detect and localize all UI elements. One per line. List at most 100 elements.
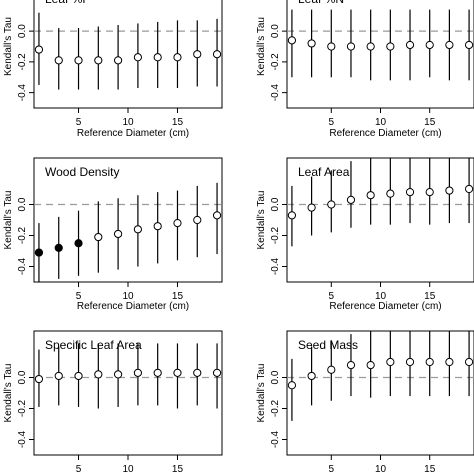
data-point (366, 191, 375, 200)
panel-title: Leaf %P (45, 0, 90, 6)
x-tick-label: 5 (76, 464, 82, 474)
x-tick-label: 15 (424, 464, 436, 474)
x-tick-label: 15 (424, 117, 436, 128)
x-tick-label: 15 (424, 291, 436, 302)
panel-1: 0.0 -0.2 -0.4 5 10 15 Kendall's Tau Reference D… (3, 0, 223, 139)
y-tick-label: -0.4 (17, 430, 28, 448)
y-tick-label: -0.2 (270, 399, 281, 417)
panel-title: Wood Density (45, 165, 119, 179)
data-point (212, 211, 222, 220)
y-tick-label: -0.4 (270, 84, 281, 102)
data-point (287, 211, 297, 220)
y-axis-label: Kendall's Tau (3, 191, 14, 250)
x-axis-label: Reference Diameter (cm) (77, 301, 189, 312)
data-point (54, 56, 63, 65)
data-point (133, 368, 142, 377)
data-point (425, 188, 434, 197)
x-tick-label: 10 (122, 464, 134, 474)
data-point (153, 368, 162, 377)
y-tick-label: -0.4 (17, 257, 28, 275)
y-tick-label: 0.0 (17, 370, 28, 384)
data-point (346, 195, 356, 204)
x-tick-label: 5 (329, 464, 335, 474)
y-tick-label: -0.2 (17, 399, 28, 417)
data-point (386, 357, 395, 367)
y-tick-label: 0.0 (17, 24, 28, 38)
data-point (94, 56, 103, 65)
y-tick-label: 0.0 (17, 197, 28, 211)
panel-title: Specific Leaf Area (45, 338, 142, 352)
data-point-significant (74, 239, 83, 248)
data-point (193, 368, 202, 377)
data-point (445, 186, 454, 195)
y-tick-label: -0.2 (270, 226, 281, 244)
x-tick-label: 15 (172, 291, 184, 302)
data-point (445, 40, 454, 50)
data-point (405, 40, 415, 50)
data-point-significant (54, 243, 63, 252)
x-tick-label: 15 (172, 117, 184, 128)
data-point (386, 189, 395, 198)
data-point (425, 357, 434, 367)
y-axis-label: Kendall's Tau (3, 17, 14, 76)
panel-title: Leaf %N (298, 0, 344, 6)
data-point (366, 361, 375, 370)
y-tick-label: -0.2 (270, 53, 281, 71)
plot-frame (286, 0, 474, 109)
data-point (74, 371, 83, 381)
data-point (173, 53, 182, 62)
data-point (327, 42, 336, 51)
y-tick-label: -0.4 (17, 84, 28, 102)
x-axis-label: Reference Diameter (cm) (329, 301, 441, 312)
y-tick-label: -0.4 (270, 257, 281, 275)
data-point (386, 42, 395, 51)
panel-2: 0.0 -0.2 -0.4 5 10 15 Kendall's Tau Reference D… (256, 0, 474, 139)
data-point (346, 42, 356, 51)
y-tick-label: -0.4 (270, 430, 281, 448)
data-point (307, 203, 316, 212)
data-point (445, 357, 454, 367)
x-tick-label: 10 (122, 117, 134, 128)
data-point (133, 225, 142, 234)
data-point (405, 357, 415, 367)
data-point (425, 40, 434, 50)
data-point (34, 374, 44, 384)
data-point (327, 200, 336, 209)
x-tick-label: 10 (375, 291, 387, 302)
y-tick-label: -0.2 (17, 53, 28, 71)
data-point (193, 215, 202, 225)
data-point (287, 381, 297, 390)
data-point (327, 365, 336, 374)
data-point (94, 232, 103, 242)
data-point (307, 39, 316, 48)
x-axis-label: Reference Diameter (cm) (329, 128, 441, 139)
data-point (366, 42, 375, 51)
data-point (346, 361, 356, 370)
x-tick-label: 10 (375, 464, 387, 474)
data-point (173, 219, 182, 228)
data-point (464, 184, 474, 194)
x-axis-label: Reference Diameter (cm) (77, 128, 189, 139)
data-point (464, 357, 474, 367)
data-point-significant (34, 248, 44, 257)
panel-title: Seed Mass (298, 338, 358, 352)
data-point (153, 222, 162, 231)
data-point (193, 50, 202, 59)
x-tick-label: 5 (329, 117, 335, 128)
data-point (153, 53, 162, 62)
y-tick-label: 0.0 (270, 24, 281, 38)
data-point (173, 368, 182, 377)
data-point (307, 371, 316, 381)
data-point (405, 188, 415, 197)
x-tick-label: 10 (375, 117, 387, 128)
data-point (212, 50, 222, 59)
y-axis-label: Kendall's Tau (3, 364, 14, 423)
y-axis-label: Kendall's Tau (256, 191, 267, 250)
data-point (114, 56, 123, 65)
x-tick-label: 10 (122, 291, 134, 302)
data-point (212, 368, 222, 377)
panel-3: 0.0 -0.2 -0.4 5 10 15 Kendall's Tau Reference D… (3, 157, 223, 312)
x-tick-label: 5 (76, 291, 82, 302)
